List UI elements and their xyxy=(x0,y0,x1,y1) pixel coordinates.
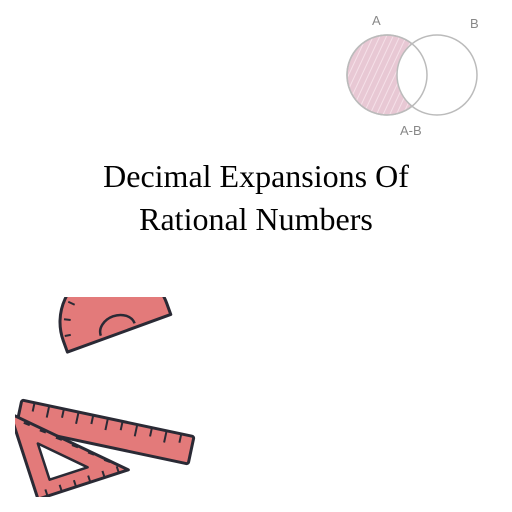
geometry-tools-icon xyxy=(15,297,235,497)
title-line1: Decimal Expansions Of xyxy=(103,158,409,194)
title-line2: Rational Numbers xyxy=(139,201,373,237)
venn-diagram: A B A-B xyxy=(332,10,492,140)
venn-label-diff: A-B xyxy=(400,123,422,138)
venn-label-a: A xyxy=(372,13,381,28)
venn-label-b: B xyxy=(470,16,479,31)
page-title: Decimal Expansions Of Rational Numbers xyxy=(0,155,512,241)
